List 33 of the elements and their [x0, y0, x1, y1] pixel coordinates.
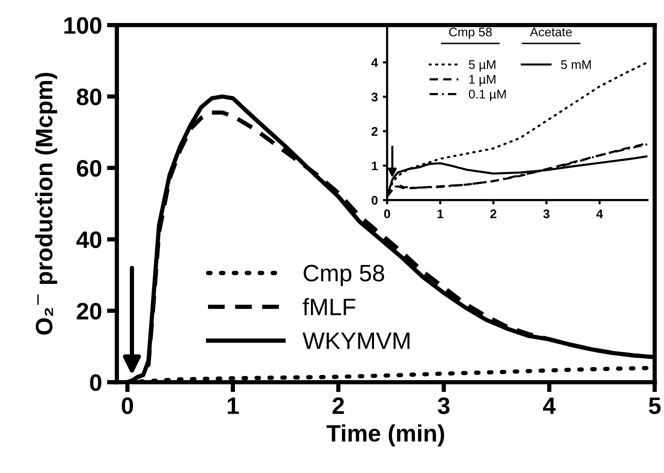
x-tick-label: 1 [438, 210, 444, 218]
x-tick-label: 1 [228, 398, 239, 414]
x-tick-label: 3 [543, 209, 550, 218]
y-tick-label: 2 [372, 127, 378, 136]
legend-label: fMLF [302, 298, 356, 316]
x-tick-label: 4 [596, 210, 603, 218]
y-tick-label: 100 [64, 17, 102, 34]
legend-label: 1 µM [469, 75, 496, 86]
x-tick-label: 3 [438, 397, 450, 414]
legend-label: Cmp 58 [304, 264, 384, 286]
legend-label: 5 mM [561, 60, 591, 69]
x-tick-label: 4 [543, 398, 556, 414]
y-tick-label: 1 [372, 162, 378, 170]
x-tick-label: 5 [648, 398, 661, 414]
legend-label: 5 µM [468, 60, 496, 72]
x-tick-label: 0 [122, 397, 134, 414]
x-tick-label: 2 [332, 397, 344, 414]
y-tick-label: 20 [76, 302, 102, 320]
x-tick-label: 0 [384, 209, 390, 218]
y-tick-label: 60 [76, 160, 102, 177]
y-tick-label: 40 [76, 231, 102, 248]
legend-label: WKYMVM [302, 332, 410, 349]
legend-label: 0.1 µM [468, 90, 506, 102]
y-tick-label: 0 [90, 374, 102, 391]
y-tick-label: 4 [371, 58, 378, 67]
y-tick-label: 80 [76, 88, 102, 106]
annotation: Acetate [530, 28, 572, 36]
y-axis-title: O₂$^{−}$ production (Mcpm) [35, 72, 58, 335]
y-tick-label: 3 [371, 92, 378, 102]
x-tick-label: 2 [490, 209, 496, 218]
y-tick-label: 0 [372, 196, 378, 205]
annotation: Cmp 58 [449, 28, 492, 39]
x-axis-title: Time (min) [326, 424, 444, 446]
